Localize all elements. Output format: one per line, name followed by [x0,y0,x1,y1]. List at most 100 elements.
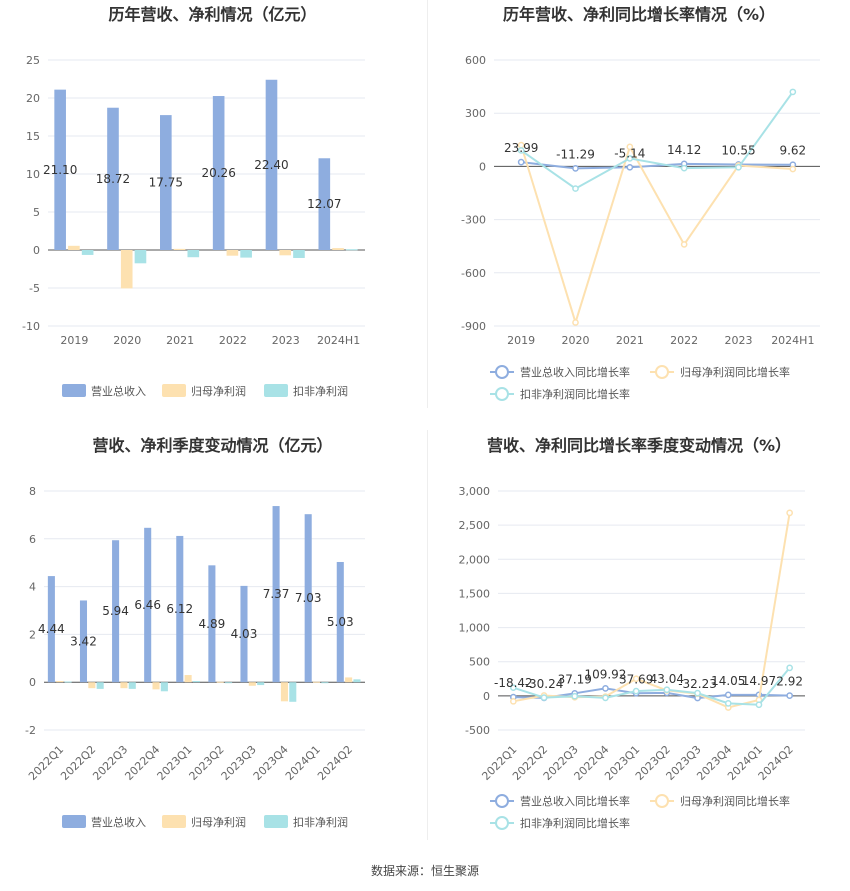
y-tick-label: 4 [29,581,36,594]
bar-deducted-profit [257,682,265,686]
x-tick-label: 2020 [113,334,141,347]
data-point [789,88,797,96]
revenue-data-label: 4.03 [231,627,258,641]
x-tick-label: 2023 [725,334,753,347]
bar-deducted-profit [187,250,200,258]
data-point [626,163,634,171]
x-tick-label: 2019 [507,334,535,347]
bar-net-profit [248,682,256,686]
chart-title: 历年营收、净利同比增长率情况（%） [503,5,775,24]
bar-net-profit [332,248,344,250]
data-point [755,701,763,709]
data-point [786,692,793,700]
bar-revenue [160,115,172,250]
data-point [680,164,688,172]
revenue-growth-data-label: 14.12 [667,143,701,157]
y-tick-label: -300 [461,214,486,227]
bar-net-profit [120,682,128,689]
revenue-data-label: 20.26 [201,166,235,180]
bar-revenue [112,540,120,683]
legend-swatch [264,384,288,397]
legend-label: 营业总收入同比增长率 [520,365,630,379]
data-point [602,694,609,702]
revenue-growth-data-label: 2.92 [776,675,803,689]
legend-swatch [162,815,186,828]
bar-deducted-profit [353,679,361,683]
revenue-data-label: 5.03 [327,615,354,629]
data-point [626,155,634,162]
revenue-growth-data-label: 14.05 [711,674,745,688]
revenue-growth-data-label: 14.97 [742,674,776,688]
data-point [786,509,793,517]
bar-revenue [318,158,331,250]
legend-marker [495,794,509,808]
data-point [724,691,732,699]
data-point [571,692,579,700]
chart-title: 营收、净利同比增长率季度变动情况（%） [487,436,791,455]
revenue-growth-data-label: 109.92 [584,667,626,681]
x-tick-label: 2020 [562,334,590,347]
y-tick-label: 10 [26,168,40,181]
x-tick-label: 2024H1 [771,334,814,347]
quarterly-growth-chart: 营收、净利同比增长率季度变动情况（%） -500 0 500 1,000 1,500 2,0… [459,436,805,830]
y-tick-label: 5 [33,206,40,219]
bar-revenue [208,565,216,683]
x-tick-label: 2022 [219,334,247,347]
vertical-divider-bottom [427,430,428,840]
y-tick-label: -2 [25,724,36,737]
data-point [724,700,732,707]
y-tick-label: 1,500 [459,587,491,600]
y-tick-label: 0 [479,160,486,173]
data-point [735,163,742,171]
x-tick-label: 2024H1 [317,334,360,347]
legend-label: 归母净利润同比增长率 [680,794,790,808]
bar-revenue [176,535,184,683]
legend-swatch [62,384,86,397]
bar-net-profit [345,677,353,683]
series-line-2 [513,667,791,706]
data-point [510,697,517,705]
data-point [510,684,517,692]
y-tick-label: 0 [483,690,490,703]
y-tick-label: 300 [465,107,486,120]
quarterly-amount-chart: 营收、净利季度变动情况（亿元）-2024682022Q12022Q22022Q3… [25,436,365,829]
bar-net-profit [68,245,80,250]
chart-title: 营收、净利季度变动情况（亿元） [92,436,332,455]
data-point [663,686,671,694]
series-line-1 [520,144,793,326]
revenue-data-label: 7.37 [263,587,290,601]
bar-deducted-profit [128,682,136,689]
bar-deducted-profit [160,682,168,692]
legend-label: 营业总收入 [91,384,146,398]
y-tick-label: -600 [461,267,486,280]
bar-net-profit [56,681,64,683]
y-tick-label: -5 [29,282,40,295]
data-point [572,319,579,326]
data-point [517,158,525,166]
bar-revenue [336,561,344,683]
bar-revenue [47,576,55,683]
revenue-data-label: 6.12 [166,602,193,616]
legend-label: 扣非净利润同比增长率 [520,816,630,830]
bar-net-profit [226,250,239,256]
legend-label: 扣非净利润 [293,815,348,829]
legend-marker [495,365,509,379]
revenue-data-label: 6.46 [134,598,161,612]
bar-revenue [144,527,152,683]
revenue-growth-data-label: -18.42 [494,676,533,690]
legend-swatch [62,815,86,828]
y-tick-label: -500 [465,724,490,737]
revenue-growth-data-label: -30.24 [525,677,564,691]
revenue-data-label: 5.94 [102,604,129,618]
legend-marker [655,365,669,379]
revenue-data-label: 7.03 [295,591,322,605]
revenue-growth-data-label: 43.04 [650,672,684,686]
revenue-growth-data-label: 9.62 [779,144,806,158]
y-tick-label: 20 [26,92,40,105]
bar-revenue [212,96,225,250]
y-tick-label: 1,000 [459,622,491,635]
data-point [540,694,548,701]
revenue-growth-data-label: -11.29 [556,147,595,161]
bar-net-profit [216,681,224,683]
bar-deducted-profit [225,682,233,684]
